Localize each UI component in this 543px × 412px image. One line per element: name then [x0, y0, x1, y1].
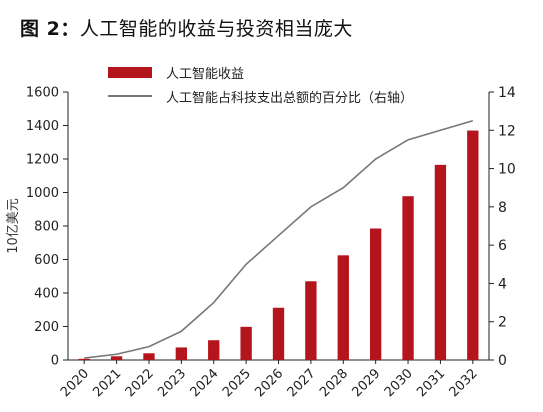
- x-tick-label: 2027: [285, 366, 319, 400]
- x-tick-label: 2031: [414, 366, 448, 400]
- x-tick-label: 2029: [349, 366, 383, 400]
- y-tick-left-label: 1600: [26, 86, 59, 101]
- y-tick-left-label: 0: [51, 354, 59, 369]
- bar: [337, 255, 349, 360]
- y-tick-right-label: 4: [498, 276, 507, 292]
- bar: [305, 281, 317, 360]
- y-tick-right-label: 14: [498, 85, 516, 101]
- chart-legend: 人工智能收益 人工智能占科技支出总额的百分比（右轴）: [108, 60, 413, 108]
- x-tick-label: 2021: [90, 366, 124, 400]
- x-tick-label: 2022: [123, 366, 157, 400]
- bar: [434, 164, 447, 360]
- y-tick-right-label: 12: [498, 123, 516, 139]
- bar: [143, 353, 155, 360]
- legend-line-swatch: [108, 95, 152, 97]
- y-tick-left-label: 600: [34, 253, 59, 268]
- bar: [272, 307, 285, 360]
- x-tick-label: 2024: [188, 366, 222, 400]
- bar: [240, 326, 252, 360]
- x-tick-label: 2023: [155, 366, 189, 400]
- y-tick-left-label: 1200: [26, 153, 59, 168]
- bar: [467, 130, 479, 360]
- x-tick-label: 2028: [317, 366, 351, 400]
- y-tick-right-label: 0: [498, 353, 507, 369]
- y-tick-right-label: 10: [498, 162, 516, 178]
- y-tick-left-label: 1400: [26, 119, 59, 134]
- legend-bar-swatch: [108, 66, 152, 78]
- bar: [369, 228, 382, 360]
- y-tick-right-label: 8: [498, 200, 507, 216]
- legend-label-bar: 人工智能收益: [166, 66, 245, 82]
- y-tick-right-label: 2: [498, 315, 507, 331]
- legend-label-line: 人工智能占科技支出总额的百分比（右轴）: [166, 90, 414, 106]
- x-tick-label: 2030: [382, 366, 416, 400]
- x-tick-label: 2032: [447, 366, 481, 400]
- x-tick-label: 2020: [58, 366, 92, 400]
- bar: [402, 196, 414, 360]
- chart-title-prefix: 图 2：: [20, 18, 80, 40]
- chart-title-main: 人工智能的收益与投资相当庞大: [79, 18, 353, 40]
- y-tick-left-label: 1000: [26, 186, 59, 201]
- y-axis-left-title: 10亿美元: [6, 198, 21, 254]
- bar: [78, 358, 90, 360]
- y-tick-left-label: 800: [34, 220, 59, 235]
- y-tick-left-label: 400: [34, 287, 59, 302]
- y-tick-left-label: 200: [34, 320, 59, 335]
- legend-item-bar: 人工智能收益: [108, 60, 413, 84]
- x-tick-label: 2026: [252, 366, 286, 400]
- bar: [110, 356, 123, 360]
- chart-title: 图 2：人工智能的收益与投资相当庞大: [20, 14, 353, 41]
- x-tick-label: 2025: [220, 366, 254, 400]
- y-tick-right-label: 6: [498, 238, 507, 254]
- legend-item-line: 人工智能占科技支出总额的百分比（右轴）: [108, 84, 413, 108]
- bar: [175, 347, 188, 360]
- line-series: [84, 119, 474, 359]
- bar: [208, 340, 220, 360]
